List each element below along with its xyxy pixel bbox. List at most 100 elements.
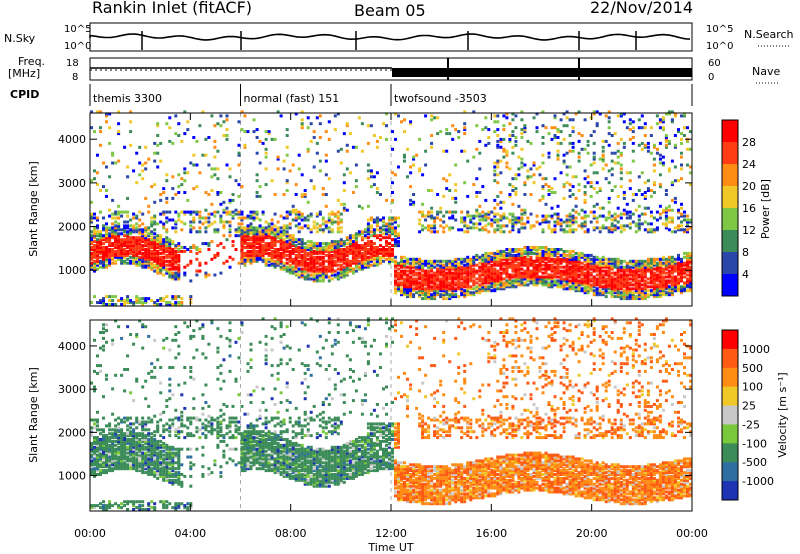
heatmap-cell <box>683 283 686 287</box>
heatmap-cell <box>658 273 662 277</box>
heatmap-cell <box>333 273 337 277</box>
heatmap-cell <box>336 228 340 232</box>
heatmap-cell <box>394 291 397 295</box>
heatmap-cell <box>258 249 262 253</box>
heatmap-cell <box>652 285 656 289</box>
heatmap-cell <box>138 301 142 304</box>
heatmap-cell <box>379 218 382 222</box>
heatmap-cell <box>680 155 683 159</box>
heatmap-cell <box>686 269 689 273</box>
heatmap-cell <box>487 269 491 273</box>
heatmap-cell <box>628 273 632 277</box>
heatmap-cell <box>351 269 355 273</box>
heatmap-cell <box>93 441 96 445</box>
heatmap-cell <box>360 236 364 240</box>
heatmap-cell <box>222 200 226 204</box>
heatmap-cell <box>297 246 301 249</box>
heatmap-cell <box>613 218 617 222</box>
heatmap-cell <box>622 224 626 228</box>
colorbar-swatch <box>722 186 738 209</box>
heatmap-cell <box>478 291 482 295</box>
heatmap-cell <box>288 236 292 240</box>
nave-tick-high: 60 <box>708 58 721 69</box>
heatmap-cell <box>463 110 467 114</box>
heatmap-cell <box>529 273 533 277</box>
heatmap-cell <box>114 255 118 259</box>
heatmap-cell <box>93 389 96 393</box>
heatmap-cell <box>321 269 325 273</box>
heatmap-cell <box>306 218 310 222</box>
heatmap-cell <box>646 293 650 297</box>
heatmap-cell <box>93 457 96 461</box>
heatmap-cell <box>147 249 151 253</box>
heatmap-cell <box>463 265 467 269</box>
heatmap-cell <box>583 257 587 261</box>
heatmap-cell <box>165 228 169 232</box>
heatmap-cell <box>147 210 151 214</box>
heatmap-cell <box>279 246 283 249</box>
heatmap-cell <box>655 265 659 269</box>
heatmap-cell <box>234 228 238 232</box>
heatmap-cell <box>571 149 575 153</box>
heatmap-cell <box>123 240 127 244</box>
heatmap-cell <box>664 208 668 212</box>
heatmap-cell <box>315 244 319 248</box>
heatmap-cell <box>448 277 452 281</box>
heatmap-cell <box>291 234 295 238</box>
colorbar-tick-label: 12 <box>742 224 756 237</box>
heatmap-cell <box>93 469 96 473</box>
heatmap-cell <box>397 234 400 238</box>
heatmap-cell <box>496 159 500 163</box>
heatmap-cell <box>382 232 385 236</box>
heatmap-cell <box>342 257 346 261</box>
heatmap-cell <box>607 226 611 230</box>
heatmap-cell <box>568 212 572 216</box>
heatmap-cell <box>454 263 458 267</box>
heatmap-cell <box>108 259 112 263</box>
heatmap-cell <box>478 255 482 259</box>
heatmap-cell <box>436 230 440 234</box>
heatmap-cell <box>99 301 102 304</box>
heatmap-cell <box>670 281 674 285</box>
heatmap-cell <box>162 224 166 228</box>
heatmap-cell <box>673 275 677 279</box>
heatmap-cell <box>677 271 680 275</box>
heatmap-cell <box>385 230 388 234</box>
heatmap-cell <box>625 267 629 271</box>
heatmap-cell <box>643 220 647 224</box>
heatmap-cell <box>466 194 470 198</box>
heatmap-cell <box>345 167 349 171</box>
heatmap-cell <box>631 287 635 291</box>
heatmap-cell <box>664 137 668 141</box>
heatmap-cell <box>565 124 569 128</box>
heatmap-cell <box>204 226 208 230</box>
heatmap-cell <box>291 249 295 253</box>
heatmap-cell <box>90 248 93 251</box>
heatmap-cell <box>252 251 256 255</box>
heatmap-cell <box>520 257 524 261</box>
heatmap-cell <box>201 216 205 220</box>
heatmap-cell <box>454 273 458 277</box>
heatmap-cell <box>526 251 530 255</box>
heatmap-cell <box>96 234 99 238</box>
heatmap-cell <box>652 157 656 161</box>
heatmap-cell <box>162 255 166 259</box>
heatmap-cell <box>180 177 184 181</box>
heatmap-cell <box>222 246 226 249</box>
heatmap-cell <box>369 263 373 267</box>
heatmap-cell <box>372 230 376 234</box>
heatmap-cell <box>502 277 506 281</box>
heatmap-cell <box>460 228 464 232</box>
heatmap-cell <box>571 228 575 232</box>
heatmap-cell <box>255 216 259 220</box>
heatmap-cell <box>258 248 262 251</box>
heatmap-cell <box>105 255 108 259</box>
heatmap-cell <box>382 228 385 232</box>
heatmap-cell <box>577 281 581 285</box>
heatmap-cell <box>388 248 391 251</box>
heatmap-cell <box>637 118 641 122</box>
heatmap-cell <box>496 261 500 265</box>
heatmap-cell <box>499 285 503 289</box>
heatmap-cell <box>213 220 217 224</box>
heatmap-cell <box>559 224 563 228</box>
